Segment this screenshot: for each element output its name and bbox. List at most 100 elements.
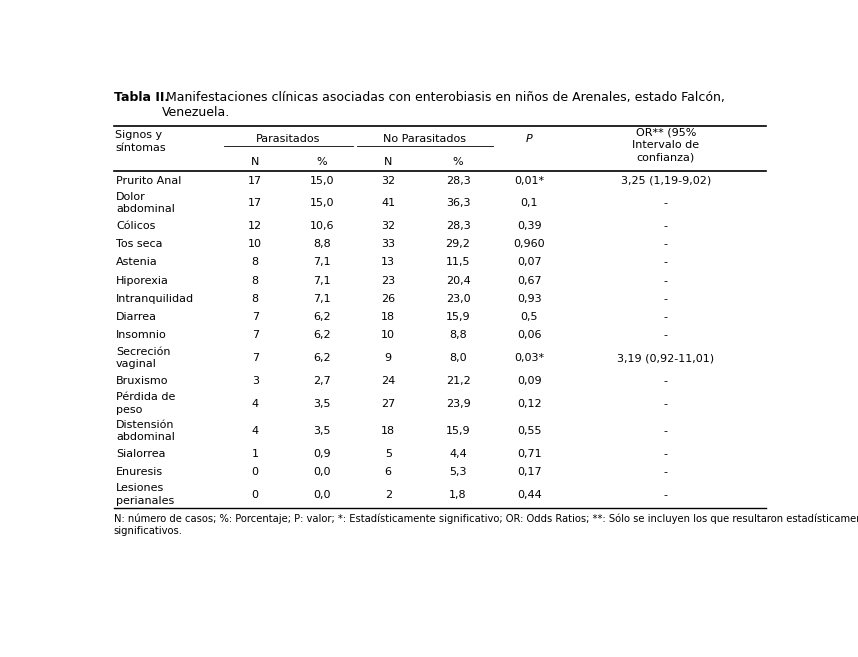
Text: 4: 4	[251, 426, 259, 436]
Text: Dolor
abdominal: Dolor abdominal	[116, 192, 175, 214]
Text: 10,6: 10,6	[310, 221, 334, 231]
Text: OR** (95%
Intervalo de
confianza): OR** (95% Intervalo de confianza)	[632, 128, 699, 163]
Text: 0,55: 0,55	[517, 426, 541, 436]
Text: Diarrea: Diarrea	[116, 312, 157, 322]
Text: 5: 5	[384, 449, 392, 459]
Text: 0,39: 0,39	[517, 221, 541, 231]
Text: Prurito Anal: Prurito Anal	[116, 175, 181, 185]
Text: P: P	[526, 134, 533, 144]
Text: 5,3: 5,3	[450, 467, 467, 477]
Text: Tos seca: Tos seca	[116, 239, 162, 249]
Text: -: -	[664, 294, 668, 304]
Text: 10: 10	[248, 239, 263, 249]
Text: 3,19 (0,92-11,01): 3,19 (0,92-11,01)	[617, 353, 715, 363]
Text: -: -	[664, 467, 668, 477]
Text: 15,0: 15,0	[310, 198, 334, 208]
Text: 11,5: 11,5	[446, 258, 470, 267]
Text: 0,93: 0,93	[517, 294, 541, 304]
Text: 0,07: 0,07	[517, 258, 541, 267]
Text: 9: 9	[384, 353, 392, 363]
Text: 0: 0	[251, 467, 259, 477]
Text: Astenia: Astenia	[116, 258, 158, 267]
Text: 0,67: 0,67	[517, 276, 541, 286]
Text: N: número de casos; %: Porcentaje; P: valor; *: Estadísticamente significativo; : N: número de casos; %: Porcentaje; P: va…	[114, 513, 858, 536]
Text: -: -	[664, 449, 668, 459]
Text: 41: 41	[381, 198, 396, 208]
Text: 6: 6	[384, 467, 392, 477]
Text: N: N	[384, 157, 392, 167]
Text: -: -	[664, 376, 668, 386]
Text: 0,0: 0,0	[313, 489, 330, 500]
Text: 7,1: 7,1	[313, 276, 330, 286]
Text: Cólicos: Cólicos	[116, 221, 155, 231]
Text: -: -	[664, 198, 668, 208]
Text: No Parasitados: No Parasitados	[384, 134, 466, 144]
Text: 3,5: 3,5	[313, 399, 330, 409]
Text: 15,0: 15,0	[310, 175, 334, 185]
Text: 17: 17	[248, 198, 263, 208]
Text: 36,3: 36,3	[446, 198, 470, 208]
Text: 7: 7	[251, 330, 259, 340]
Text: 1: 1	[251, 449, 259, 459]
Text: 7,1: 7,1	[313, 258, 330, 267]
Text: 7,1: 7,1	[313, 294, 330, 304]
Text: Secreción
vaginal: Secreción vaginal	[116, 347, 171, 369]
Text: 10: 10	[381, 330, 396, 340]
Text: 4,4: 4,4	[449, 449, 467, 459]
Text: 23,0: 23,0	[445, 294, 470, 304]
Text: 0,71: 0,71	[517, 449, 541, 459]
Text: Parasitados: Parasitados	[257, 134, 321, 144]
Text: -: -	[664, 221, 668, 231]
Text: 18: 18	[381, 426, 396, 436]
Text: 6,2: 6,2	[313, 312, 330, 322]
Text: %: %	[453, 157, 463, 167]
Text: 13: 13	[381, 258, 396, 267]
Text: 0,0: 0,0	[313, 467, 330, 477]
Text: 3,25 (1,19-9,02): 3,25 (1,19-9,02)	[620, 175, 711, 185]
Text: 28,3: 28,3	[445, 221, 470, 231]
Text: 18: 18	[381, 312, 396, 322]
Text: 32: 32	[381, 221, 396, 231]
Text: 0,960: 0,960	[514, 239, 546, 249]
Text: Intranquilidad: Intranquilidad	[116, 294, 194, 304]
Text: -: -	[664, 312, 668, 322]
Text: -: -	[664, 276, 668, 286]
Text: 15,9: 15,9	[445, 426, 470, 436]
Text: N: N	[251, 157, 259, 167]
Text: 3,5: 3,5	[313, 426, 330, 436]
Text: 21,2: 21,2	[445, 376, 470, 386]
Text: 0,5: 0,5	[521, 312, 538, 322]
Text: 23: 23	[381, 276, 396, 286]
Text: 0,09: 0,09	[517, 376, 541, 386]
Text: 7: 7	[251, 312, 259, 322]
Text: Signos y
síntomas: Signos y síntomas	[115, 130, 166, 153]
Text: 8: 8	[251, 276, 259, 286]
Text: 8,0: 8,0	[450, 353, 467, 363]
Text: 0,1: 0,1	[521, 198, 538, 208]
Text: 29,2: 29,2	[445, 239, 470, 249]
Text: 0,12: 0,12	[517, 399, 541, 409]
Text: 0,01*: 0,01*	[515, 175, 545, 185]
Text: 1,8: 1,8	[450, 489, 467, 500]
Text: -: -	[664, 239, 668, 249]
Text: 12: 12	[248, 221, 263, 231]
Text: 27: 27	[381, 399, 396, 409]
Text: Hiporexia: Hiporexia	[116, 276, 169, 286]
Text: Enuresis: Enuresis	[116, 467, 163, 477]
Text: 15,9: 15,9	[445, 312, 470, 322]
Text: Insomnio: Insomnio	[116, 330, 166, 340]
Text: 26: 26	[381, 294, 396, 304]
Text: Lesiones
perianales: Lesiones perianales	[116, 484, 174, 506]
Text: 24: 24	[381, 376, 396, 386]
Text: 32: 32	[381, 175, 396, 185]
Text: -: -	[664, 330, 668, 340]
Text: 0,17: 0,17	[517, 467, 541, 477]
Text: Sialorrea: Sialorrea	[116, 449, 166, 459]
Text: 0: 0	[251, 489, 259, 500]
Text: Pérdida de
peso: Pérdida de peso	[116, 392, 175, 415]
Text: 20,4: 20,4	[445, 276, 470, 286]
Text: Manifestaciones clínicas asociadas con enterobiasis en niños de Arenales, estado: Manifestaciones clínicas asociadas con e…	[162, 91, 725, 120]
Text: 2: 2	[384, 489, 392, 500]
Text: %: %	[317, 157, 327, 167]
Text: -: -	[664, 426, 668, 436]
